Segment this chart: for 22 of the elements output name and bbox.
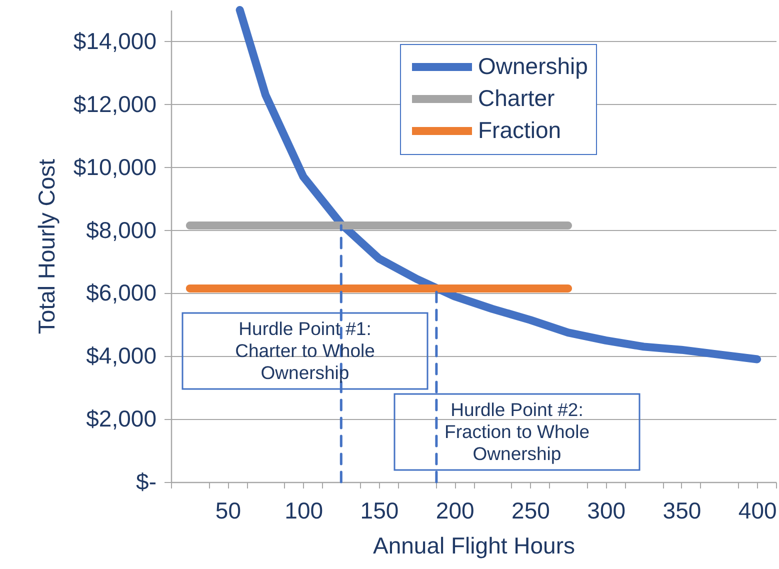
x-tick-label: 100 <box>284 498 324 524</box>
x-tick-label: 400 <box>738 498 777 524</box>
x-tick-label: 150 <box>360 498 399 524</box>
x-axis-title: Annual Flight Hours <box>373 532 575 558</box>
x-tick-label: 200 <box>436 498 474 524</box>
x-tick-label: 300 <box>587 498 626 524</box>
y-tick-label: $- <box>136 468 156 494</box>
y-tick-label: $12,000 <box>73 90 156 117</box>
legend-label: Charter <box>478 85 556 111</box>
y-tick-label: $14,000 <box>73 28 156 54</box>
y-tick-label: $8,000 <box>86 216 156 243</box>
y-tick-label: $6,000 <box>86 280 156 306</box>
y-tick-label: $10,000 <box>73 154 156 180</box>
x-tick-label: 350 <box>662 498 702 524</box>
y-tick-label: $4,000 <box>86 342 156 369</box>
y-tick-label: $2,000 <box>86 406 156 432</box>
x-tick-label: 50 <box>215 498 242 524</box>
annotation: Hurdle Point #2: Fraction to Whole Ownership <box>444 399 590 464</box>
legend-label: Fraction <box>478 117 562 143</box>
y-axis-title: Total Hourly Cost <box>33 158 60 334</box>
legend-label: Ownership <box>478 53 588 79</box>
x-tick-label: 250 <box>512 498 550 524</box>
